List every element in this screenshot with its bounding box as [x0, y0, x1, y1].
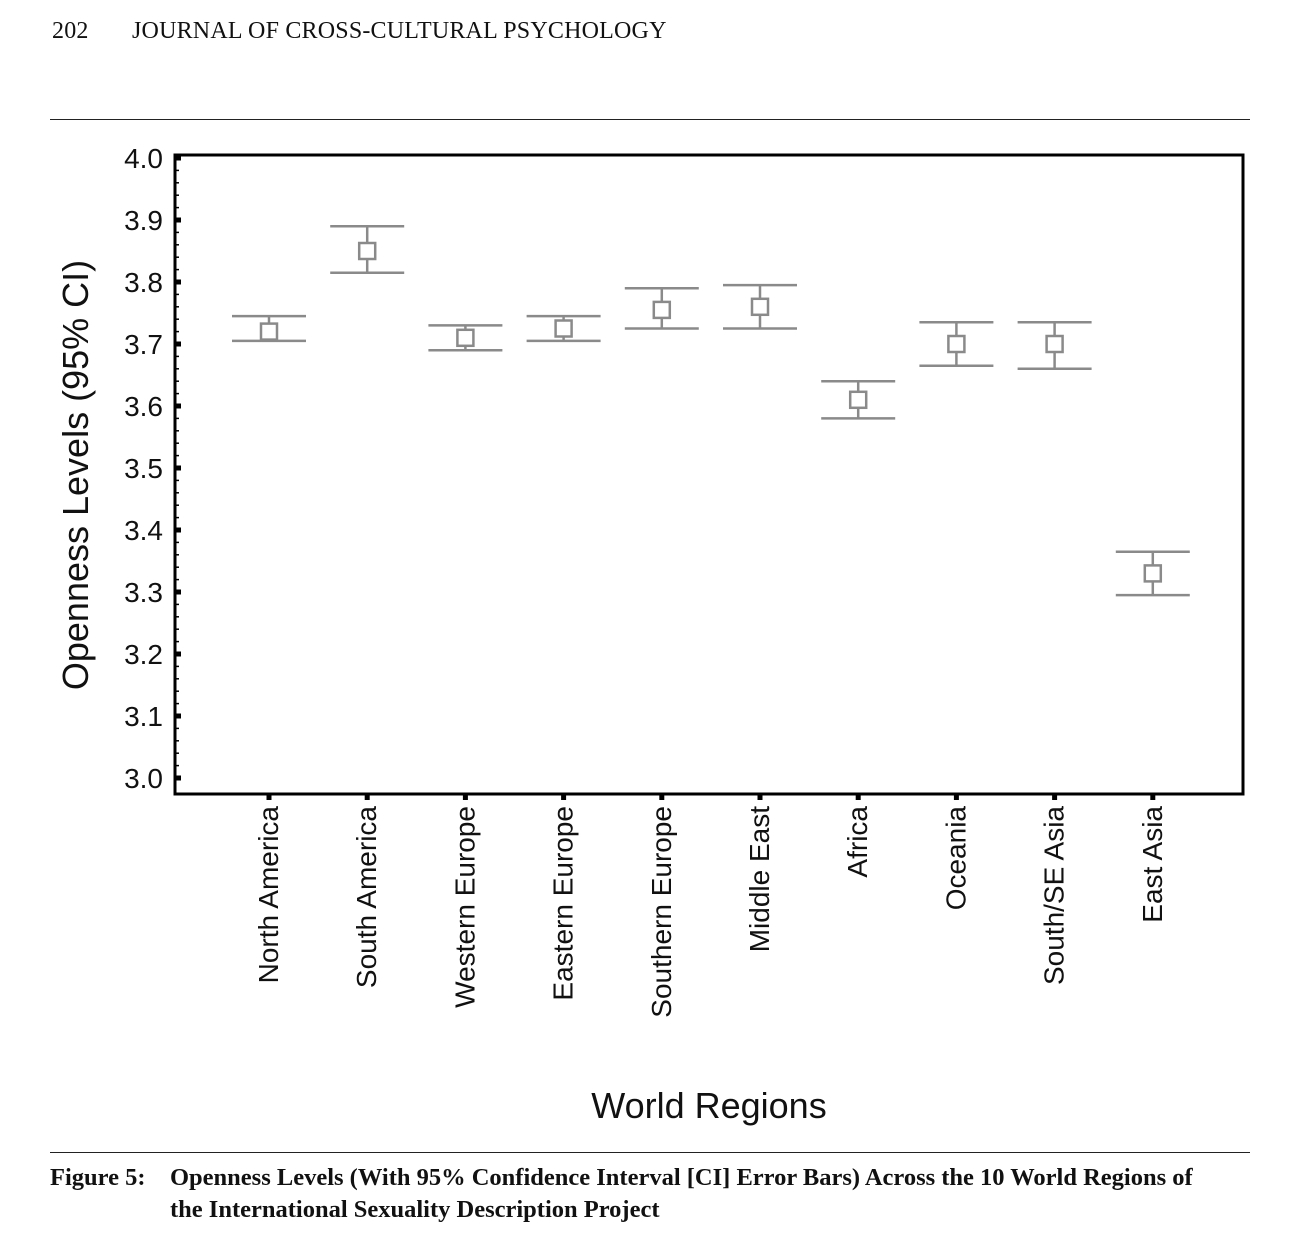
top-rule [50, 119, 1250, 120]
x-axis-ticks [266, 794, 1156, 800]
mean-marker [848, 390, 868, 410]
openness-chart: 3.0 3.1 3.2 3.3 3.4 3.5 3.6 3.7 3.8 3.9 4.0 North … [55, 143, 1245, 1126]
x-tick-label: East Asia [1137, 806, 1168, 923]
x-tick-label: North America [253, 806, 284, 984]
y-tick-label: 3.2 [124, 639, 163, 670]
y-axis-tick-labels: 3.0 3.1 3.2 3.3 3.4 3.5 3.6 3.7 3.8 3.9 4.0 [124, 143, 163, 794]
running-header: 202 JOURNAL OF CROSS-CULTURAL PSYCHOLOGY [52, 18, 667, 45]
error-bar [330, 224, 405, 274]
y-tick-label: 3.7 [124, 329, 163, 360]
x-tick-label: Southern Europe [646, 806, 677, 1018]
error-bar [526, 314, 601, 343]
mean-marker [456, 328, 475, 348]
y-tick-label: 3.5 [124, 453, 163, 484]
mean-marker [652, 300, 672, 320]
error-bars [232, 224, 1190, 597]
y-tick-label: 3.8 [124, 267, 163, 298]
y-tick-label: 3.6 [124, 391, 163, 422]
x-tick-label: Western Europe [449, 806, 480, 1008]
mean-marker [947, 334, 966, 354]
mean-marker [357, 241, 377, 261]
error-bar [232, 314, 306, 343]
bottom-rule [50, 1152, 1250, 1153]
x-tick-label: South America [351, 806, 382, 989]
mean-marker [750, 297, 770, 317]
y-axis-label: Openness Levels (95% CI) [55, 260, 96, 690]
x-tick-label: Middle East [744, 806, 775, 953]
error-bar [624, 286, 699, 330]
error-bar [821, 379, 896, 420]
mean-marker [259, 322, 279, 341]
mean-marker [1045, 334, 1064, 354]
y-tick-label: 3.1 [124, 701, 163, 732]
y-axis-ticks [175, 155, 181, 781]
x-axis-label: World Regions [591, 1085, 826, 1126]
page-number: 202 [52, 18, 89, 44]
journal-title: JOURNAL OF CROSS-CULTURAL PSYCHOLOGY [132, 18, 667, 44]
x-tick-label: Eastern Europe [548, 806, 579, 1001]
x-axis-tick-labels: North America South America Western Europe… [253, 806, 1168, 1018]
error-bar [919, 321, 994, 367]
y-tick-label: 4.0 [124, 143, 163, 174]
x-tick-label: Africa [842, 806, 873, 878]
y-tick-label: 3.3 [124, 577, 163, 608]
x-tick-label: Oceania [940, 806, 971, 911]
plot-frame-group [173, 153, 1245, 796]
y-tick-label: 3.9 [124, 205, 163, 236]
figure-caption-text: Openness Levels (With 95% Confidence Int… [170, 1164, 1193, 1223]
error-bar [428, 324, 503, 352]
error-bar [1115, 550, 1190, 597]
y-tick-label: 3.4 [124, 515, 163, 546]
x-tick-label: South/SE Asia [1039, 806, 1070, 985]
mean-marker [554, 319, 573, 338]
error-bar [723, 283, 797, 330]
mean-marker [1143, 564, 1163, 583]
y-tick-label: 3.0 [124, 763, 163, 794]
plot-frame [173, 153, 1245, 796]
error-bar [1017, 321, 1092, 371]
figure-label: Figure 5: [50, 1164, 146, 1191]
